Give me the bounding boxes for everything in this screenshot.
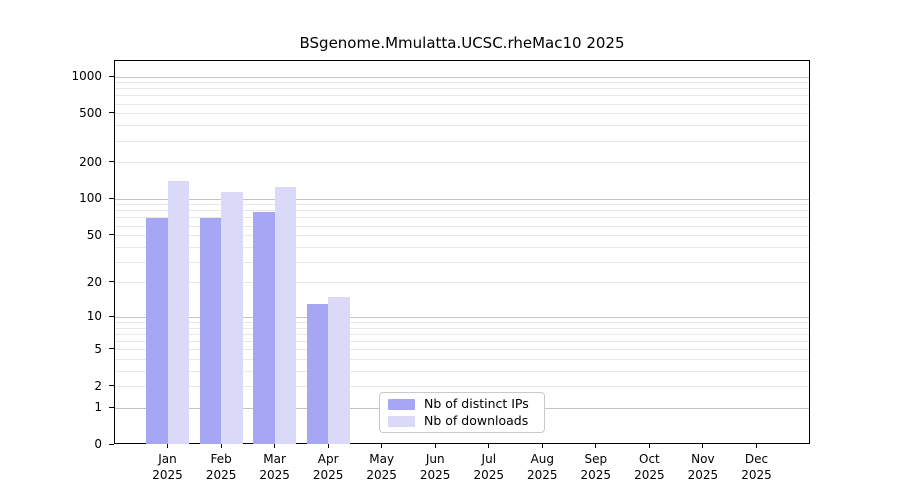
x-tick-label: Jun 2025 xyxy=(419,452,451,482)
legend: Nb of distinct IPs Nb of downloads xyxy=(379,392,545,433)
y-tick-label: 5 xyxy=(94,341,102,356)
y-tick-label: 2 xyxy=(94,378,102,393)
bar-downloads-mar xyxy=(274,187,297,444)
gridline-minor xyxy=(115,125,809,127)
gridline-minor xyxy=(115,140,809,142)
y-tick-label: 50 xyxy=(86,227,102,242)
bar-downloads-jan xyxy=(167,181,189,444)
y-tick-label: 100 xyxy=(79,191,102,206)
legend-entry-distinct-ips: Nb of distinct IPs xyxy=(388,397,536,411)
y-tick-label: 500 xyxy=(79,105,102,120)
gridline-minor xyxy=(115,88,809,90)
gridline-major xyxy=(115,76,809,78)
gridline-minor xyxy=(115,217,809,219)
gridline-minor xyxy=(115,370,809,372)
x-tick-label: Sep 2025 xyxy=(580,452,612,482)
y-tick-label: 1 xyxy=(94,400,102,415)
bar-distinct-ips-feb xyxy=(199,217,222,444)
x-tick-label: Jan 2025 xyxy=(152,452,183,482)
gridline-minor xyxy=(115,225,809,227)
gridline-minor xyxy=(115,340,809,342)
x-tick-label: Jul 2025 xyxy=(473,452,505,482)
legend-label-downloads: Nb of downloads xyxy=(424,413,529,428)
y-tick-mark xyxy=(109,112,114,114)
x-tick-mark xyxy=(756,444,757,448)
gridline-minor xyxy=(115,82,809,84)
y-tick-mark xyxy=(109,443,114,445)
x-tick-label: May 2025 xyxy=(366,452,397,482)
bar-distinct-ips-jan xyxy=(146,217,168,444)
x-tick-mark xyxy=(327,444,329,448)
gridline-minor xyxy=(115,246,809,248)
gridline-minor xyxy=(115,204,809,206)
gridline-minor xyxy=(115,321,809,323)
x-tick-mark xyxy=(595,444,597,448)
x-tick-label: Apr 2025 xyxy=(312,452,344,482)
y-tick-mark xyxy=(109,348,114,350)
gridline-minor xyxy=(115,261,809,263)
bar-downloads-apr xyxy=(328,297,350,444)
y-tick-mark xyxy=(109,281,114,283)
gridline-minor xyxy=(115,358,809,360)
gridline-minor xyxy=(115,162,809,163)
bar-downloads-feb xyxy=(221,191,243,444)
gridline-minor xyxy=(115,349,809,351)
x-tick-label: Feb 2025 xyxy=(205,452,237,482)
y-tick-mark xyxy=(109,197,114,199)
gridline-minor xyxy=(115,282,809,284)
x-tick-label: Oct 2025 xyxy=(634,452,665,482)
y-tick-mark xyxy=(109,406,114,408)
y-tick-label: 0 xyxy=(94,437,102,451)
y-tick-mark xyxy=(109,161,114,162)
x-tick-mark xyxy=(702,444,704,448)
x-tick-mark xyxy=(274,444,276,448)
legend-entry-downloads: Nb of downloads xyxy=(388,414,536,428)
bar-distinct-ips-mar xyxy=(253,211,275,444)
gridline-minor xyxy=(115,333,809,335)
gridline-minor xyxy=(115,95,809,97)
x-tick-label: Mar 2025 xyxy=(259,452,290,482)
legend-swatch-distinct-ips xyxy=(388,398,415,410)
y-tick-label: 1000 xyxy=(71,69,102,83)
x-tick-mark xyxy=(381,444,383,448)
legend-swatch-downloads xyxy=(388,415,415,427)
gridline-major xyxy=(115,316,809,318)
x-tick-mark xyxy=(488,444,490,448)
gridline-minor xyxy=(115,210,809,212)
y-tick-mark xyxy=(109,75,114,77)
x-tick-mark xyxy=(434,444,436,448)
y-tick-label: 10 xyxy=(86,309,102,324)
y-tick-mark xyxy=(109,385,114,386)
gridline-major xyxy=(115,198,809,200)
gridline-minor xyxy=(115,386,809,387)
y-tick-label: 20 xyxy=(86,274,102,289)
plot-area xyxy=(114,60,810,444)
x-tick-mark xyxy=(648,444,650,448)
y-tick-mark xyxy=(109,234,114,236)
x-tick-mark xyxy=(541,444,543,448)
gridline-minor xyxy=(115,113,809,115)
y-tick-label: 200 xyxy=(79,154,102,169)
bar-distinct-ips-apr xyxy=(306,304,329,444)
x-tick-mark xyxy=(220,444,222,448)
x-tick-label: Dec 2025 xyxy=(741,452,772,482)
chart-title: BSgenome.Mmulatta.UCSC.rheMac10 2025 xyxy=(299,34,625,52)
y-tick-mark xyxy=(109,315,114,317)
gridline-minor xyxy=(115,327,809,329)
x-tick-label: Aug 2025 xyxy=(527,452,558,482)
x-tick-mark xyxy=(167,444,168,448)
x-tick-label: Nov 2025 xyxy=(687,452,719,482)
gridline-minor xyxy=(115,103,809,105)
legend-label-distinct-ips: Nb of distinct IPs xyxy=(424,396,529,411)
gridline-minor xyxy=(115,235,809,237)
